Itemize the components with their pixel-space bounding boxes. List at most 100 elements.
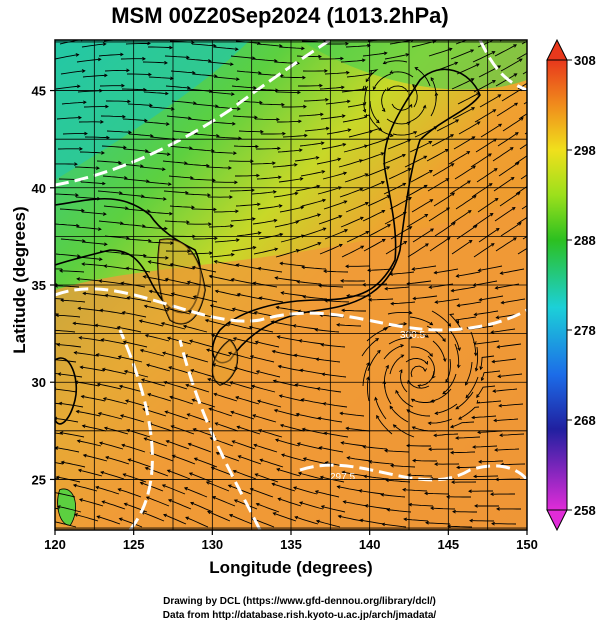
streamline <box>431 134 454 147</box>
streamline-arrowhead <box>467 210 472 214</box>
streamline-arrowhead <box>120 52 124 57</box>
streamline <box>79 337 104 342</box>
streamline <box>209 275 234 282</box>
streamline-arrowhead <box>490 243 495 247</box>
streamline <box>97 190 122 194</box>
streamline-arrowhead <box>492 80 496 84</box>
streamline-arrowhead <box>127 458 132 462</box>
streamline <box>140 349 165 357</box>
streamline-arrowhead <box>138 319 143 323</box>
streamline <box>451 78 474 90</box>
streamline <box>81 395 106 402</box>
streamline-arrowhead <box>237 455 242 459</box>
streamline <box>216 136 242 139</box>
streamline-arrowhead <box>235 396 239 400</box>
streamline-arrowhead <box>123 145 127 150</box>
streamline-arrowhead <box>402 487 406 492</box>
streamline-arrowhead <box>343 200 348 204</box>
streamline-arrowhead <box>466 151 471 155</box>
colorbar-tick-label: 298 <box>574 143 596 158</box>
streamline <box>61 461 86 468</box>
streamline-arrowhead <box>52 491 55 494</box>
streamline-arrowhead <box>403 240 408 245</box>
streamline <box>280 76 305 79</box>
streamline <box>473 243 495 258</box>
land-fill <box>158 239 238 385</box>
streamline <box>321 344 346 348</box>
streamline-arrowhead <box>255 370 260 374</box>
streamline-arrowhead <box>433 126 438 130</box>
streamline-arrowhead <box>302 295 307 299</box>
streamline <box>257 205 282 210</box>
streamline-arrowhead <box>442 390 447 395</box>
streamline <box>387 139 411 150</box>
streamline <box>128 458 152 468</box>
streamline-arrowhead <box>336 485 341 489</box>
streamline <box>59 402 84 408</box>
streamline <box>324 72 349 75</box>
streamline-arrowhead <box>381 180 385 185</box>
streamline <box>98 220 123 224</box>
streamline <box>300 170 325 177</box>
streamline-arrowhead <box>34 312 37 315</box>
streamline-arrowhead <box>124 399 129 403</box>
streamline <box>99 442 124 450</box>
streamline-arrowhead <box>144 466 149 471</box>
streamline-arrowhead <box>362 101 367 106</box>
streamline-arrowhead <box>493 168 498 172</box>
streamline-arrowhead <box>336 323 340 327</box>
streamline <box>447 525 473 528</box>
streamline-arrowhead <box>274 276 279 280</box>
streamline-arrowhead <box>250 159 254 164</box>
streamline-arrowhead <box>213 207 217 212</box>
streamline-arrowhead <box>233 151 237 155</box>
streamline-arrowhead <box>80 394 85 399</box>
streamline <box>408 504 434 507</box>
streamline-arrowhead <box>317 213 321 217</box>
streamline <box>364 114 382 131</box>
streamline-arrowhead <box>402 211 407 216</box>
streamline <box>275 277 300 282</box>
streamline <box>280 424 305 432</box>
streamline <box>388 337 412 345</box>
streamline-arrowhead <box>166 469 171 473</box>
streamline <box>450 210 472 225</box>
streamline <box>164 55 189 58</box>
streamline-arrowhead <box>318 54 322 59</box>
streamline <box>407 243 429 258</box>
streamline-arrowhead <box>478 297 483 302</box>
streamline-arrowhead <box>260 129 264 134</box>
streamline <box>294 156 319 162</box>
streamline-arrowhead <box>411 40 414 43</box>
streamline <box>389 354 404 375</box>
streamline <box>294 516 319 525</box>
streamline-arrowhead <box>359 159 363 163</box>
streamline-arrowhead <box>314 490 319 494</box>
streamline-arrowhead <box>387 224 391 228</box>
streamline <box>144 305 169 312</box>
streamline <box>192 73 217 77</box>
streamline <box>230 411 255 420</box>
streamline-arrowhead <box>212 178 216 183</box>
streamline <box>209 408 233 417</box>
streamline-arrowhead <box>232 121 236 126</box>
streamline <box>83 292 108 297</box>
colorbar-ticks: 308 298 288 278 268 258 <box>567 53 596 518</box>
streamline-arrowhead <box>211 363 216 367</box>
y-tick-label: 25 <box>32 472 46 487</box>
streamline-arrowhead <box>183 487 188 491</box>
streamline <box>293 325 318 330</box>
streamline-arrowhead <box>252 281 257 286</box>
streamline-arrowhead <box>143 304 148 309</box>
streamline <box>299 142 324 147</box>
streamline <box>516 216 527 225</box>
streamline-arrowhead <box>320 505 325 509</box>
streamline <box>206 481 230 492</box>
streamline-arrowhead <box>166 152 171 157</box>
streamline <box>434 433 459 436</box>
streamline <box>302 428 327 435</box>
streamline <box>272 350 297 357</box>
streamline-arrowhead <box>424 491 428 496</box>
streamline-arrowhead <box>83 100 87 105</box>
streamline <box>491 328 516 333</box>
